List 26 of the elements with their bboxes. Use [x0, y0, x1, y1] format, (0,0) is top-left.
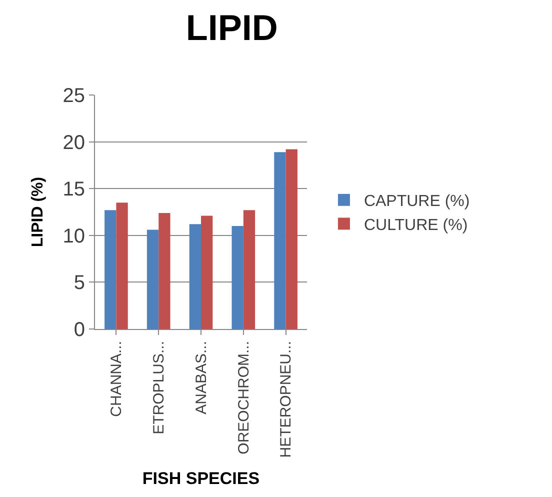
x-tick-label: ETROPLUS...	[150, 341, 168, 434]
bar	[201, 216, 213, 329]
bar	[189, 224, 201, 329]
bar	[116, 202, 128, 329]
y-axis-title: LIPID (%)	[30, 176, 47, 248]
bar	[158, 212, 170, 329]
x-tick-label: OREOCHROM...	[235, 341, 252, 454]
y-tick-label: 10	[62, 225, 85, 248]
y-tick-label: 0	[74, 319, 85, 341]
bar	[243, 210, 256, 329]
legend-label: CULTURE (%)	[364, 216, 468, 234]
x-axis-title: FISH SPECIES	[142, 469, 260, 488]
y-tick-label: 15	[62, 178, 85, 201]
bar	[146, 230, 159, 329]
bar	[232, 226, 244, 329]
x-tick-label: ANABAS...	[192, 341, 210, 414]
bar	[274, 152, 286, 329]
chart-title: LIPID	[186, 7, 278, 48]
y-tick-label: 5	[74, 272, 85, 294]
bar	[104, 210, 116, 329]
bar	[286, 149, 298, 329]
y-tick-label: 25	[62, 85, 85, 107]
x-tick-label: CHANNA...	[108, 341, 126, 417]
x-tick-label: HETEROPNEU...	[278, 341, 295, 458]
legend-label: CAPTURE (%)	[364, 193, 470, 210]
y-tick-label: 20	[62, 132, 85, 154]
